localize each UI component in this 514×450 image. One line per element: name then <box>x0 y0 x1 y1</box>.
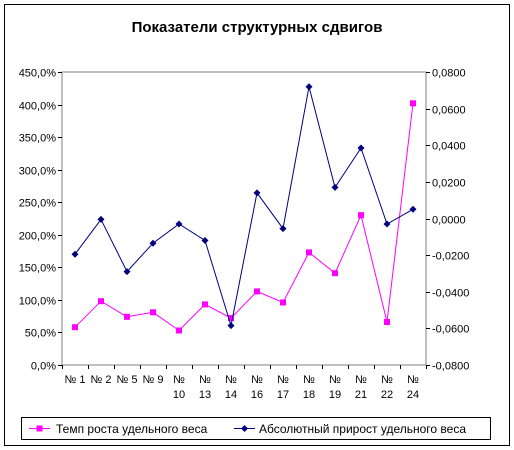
x-tick-label: № 17 <box>277 374 289 401</box>
series-0-point <box>254 288 260 295</box>
y-left-tick-label: 450,0% <box>19 68 57 80</box>
x-tick-label: № 16 <box>251 374 263 401</box>
series-0-point <box>384 319 390 325</box>
y-right-tick-label: -0,0600 <box>432 324 469 336</box>
series-0-point <box>176 327 182 334</box>
legend: Темп роста удельного веса Абсолютный при… <box>21 417 491 440</box>
x-tick-label: № 2 <box>91 374 112 386</box>
chart-area-border <box>4 4 510 446</box>
y-left-tick-label: 200,0% <box>19 231 57 243</box>
series-0-point <box>410 100 416 107</box>
series-1-point <box>331 183 339 191</box>
x-tick-label: № 5 <box>117 374 138 386</box>
x-tick-label: № 9 <box>143 374 164 386</box>
series-0-point <box>72 324 78 331</box>
x-tick-label: № 1 <box>65 374 86 386</box>
y-left-tick-label: 250,0% <box>19 198 57 210</box>
series-1-point <box>149 239 157 247</box>
series-1-point <box>357 144 365 152</box>
x-tick-label: № 13 <box>199 374 211 401</box>
series-1-point <box>253 189 261 197</box>
y-right-tick-label: 0,0400 <box>432 141 466 153</box>
legend-box <box>21 417 491 440</box>
series-1-point <box>409 205 417 213</box>
series-1-point <box>71 250 79 258</box>
y-left-tick-label: 0,0% <box>31 361 56 373</box>
chart-title: Показатели структурных сдвигов <box>132 19 383 36</box>
y-left-tick-label: 150,0% <box>19 263 57 275</box>
series-1-point <box>383 220 391 228</box>
series-0-point <box>332 270 338 277</box>
series-1-point <box>97 215 105 223</box>
series-1-point <box>305 83 313 91</box>
y-right-tick-label: -0,0400 <box>432 288 469 300</box>
series-0-point <box>280 299 286 306</box>
series-0-point <box>98 298 104 305</box>
x-tick-label: № 18 <box>303 374 315 401</box>
x-tick-label: № 14 <box>225 374 237 401</box>
y-left-tick-label: 100,0% <box>19 296 57 308</box>
series-1-point <box>201 237 209 244</box>
legend-marker-growth-rate <box>36 425 43 432</box>
axes: 0,0% 50,0% 100,0% 150,0% 200,0% 250,0% 300,0% 3… <box>19 68 470 402</box>
series-0-point <box>306 249 312 256</box>
y-left-tick-label: 400,0% <box>19 101 57 113</box>
legend-marker-absolute-gain <box>241 425 248 432</box>
y-left-tick-label: 50,0% <box>25 328 56 340</box>
x-tick-label: № 24 <box>407 374 419 401</box>
series-0-point <box>358 212 364 219</box>
series-line-1 <box>74 86 414 326</box>
y-right-tick-label: 0,0000 <box>432 215 466 227</box>
series-1-point <box>123 268 131 276</box>
y-left-tick-label: 300,0% <box>19 166 57 178</box>
y-right-tick-label: 0,0200 <box>432 178 466 190</box>
legend-label-growth-rate: Темп роста удельного веса <box>56 422 208 436</box>
series-0-point <box>124 313 130 320</box>
series-layer <box>71 83 417 334</box>
x-tick-label: № 10 <box>173 374 185 401</box>
series-0-point <box>228 315 234 322</box>
x-tick-label: № 19 <box>329 374 341 401</box>
series-0-point <box>202 301 208 308</box>
series-1-point <box>279 225 287 233</box>
series-1-point <box>175 220 183 228</box>
series-0-point <box>150 309 156 316</box>
series-line-0 <box>74 103 414 332</box>
y-right-tick-label: 0,0600 <box>432 105 466 117</box>
y-right-tick-label: -0,0800 <box>432 361 469 373</box>
y-right-tick-label: -0,0200 <box>432 251 469 263</box>
x-tick-label: № 21 <box>355 374 367 401</box>
y-left-tick-label: 350,0% <box>19 133 57 145</box>
series-1-point <box>227 322 235 330</box>
y-right-tick-label: 0,0800 <box>432 68 466 80</box>
x-tick-label: № 22 <box>381 374 393 401</box>
legend-label-absolute-gain: Абсолютный прирост удельного веса <box>259 422 466 436</box>
